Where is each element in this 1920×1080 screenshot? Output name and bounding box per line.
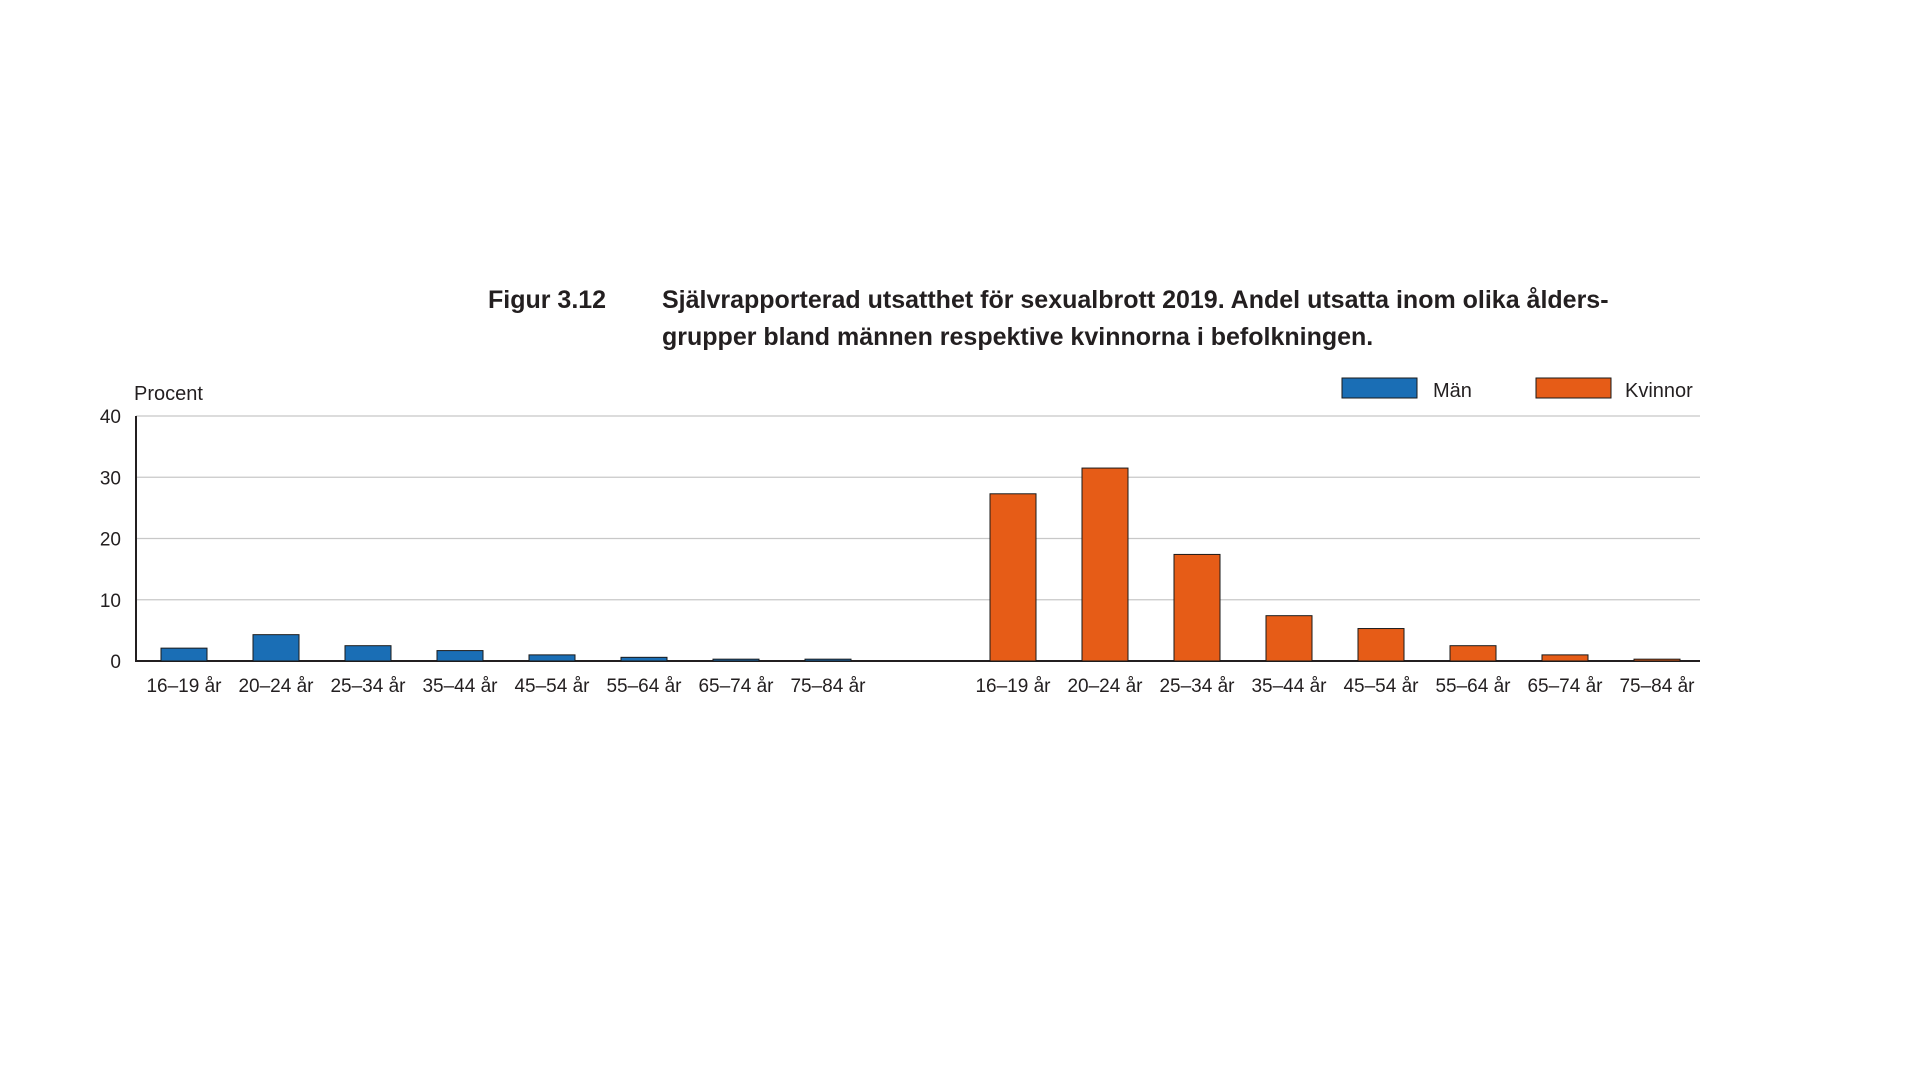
y-tick-label: 20: [100, 530, 121, 551]
x-category-label: 16–19 år: [146, 676, 222, 697]
bar: [712, 658, 760, 662]
legend-label: Kvinnor: [1625, 380, 1693, 402]
legend: Män Kvinnor: [1341, 377, 1693, 402]
bar: [1081, 467, 1129, 662]
bar: [344, 645, 392, 662]
legend-label: Män: [1433, 380, 1472, 402]
figure-caption-line-1: Självrapporterad utsatthet för sexualbro…: [662, 286, 1609, 314]
y-axis-unit-label: Procent: [134, 383, 203, 405]
x-category-label: 25–34 år: [1159, 676, 1235, 697]
bar: [1357, 628, 1405, 662]
x-axis-labels: 16–19 år 20–24 år 25–34 år 35–44 år 45–54 år…: [146, 676, 1695, 697]
x-category-label: 35–44 år: [422, 676, 498, 697]
y-axis-ticks: 0 10 20 30 40: [100, 407, 121, 673]
bar: [1173, 553, 1221, 662]
bar: [436, 650, 484, 662]
figure-caption-line-2: grupper bland männen respektive kvinnorn…: [662, 323, 1374, 351]
y-tick-label: 40: [100, 407, 121, 428]
bar: [1265, 615, 1313, 662]
bar: [252, 634, 300, 662]
figure-title: Figur 3.12 Självrapporterad utsatthet fö…: [488, 282, 1712, 356]
x-category-label: 75–84 år: [1619, 676, 1695, 697]
bar: [528, 654, 576, 662]
legend-swatch: [1341, 377, 1418, 399]
bar: [1633, 658, 1681, 662]
bar: [1541, 654, 1589, 662]
x-category-label: 25–34 år: [330, 676, 406, 697]
x-category-label: 16–19 år: [975, 676, 1051, 697]
y-tick-label: 30: [100, 468, 121, 489]
x-category-label: 45–54 år: [1343, 676, 1419, 697]
bars: [160, 467, 1681, 662]
figure-number: Figur 3.12: [488, 286, 607, 314]
figure-caption: Självrapporterad utsatthet för sexualbro…: [662, 282, 1712, 356]
x-category-label: 55–64 år: [606, 676, 682, 697]
bar: [989, 493, 1037, 662]
x-category-label: 55–64 år: [1435, 676, 1511, 697]
bar: [804, 658, 852, 662]
x-category-label: 65–74 år: [1527, 676, 1603, 697]
x-category-label: 20–24 år: [238, 676, 314, 697]
x-category-label: 75–84 år: [790, 676, 866, 697]
bar: [620, 656, 668, 662]
gridlines: [136, 415, 1700, 662]
bar: [160, 647, 208, 662]
legend-swatch: [1535, 377, 1612, 399]
bar: [1449, 645, 1497, 662]
y-tick-label: 10: [100, 591, 121, 612]
y-tick-label: 0: [110, 652, 121, 673]
x-category-label: 35–44 år: [1251, 676, 1327, 697]
x-category-label: 45–54 år: [514, 676, 590, 697]
x-category-label: 65–74 år: [698, 676, 774, 697]
x-category-label: 20–24 år: [1067, 676, 1143, 697]
